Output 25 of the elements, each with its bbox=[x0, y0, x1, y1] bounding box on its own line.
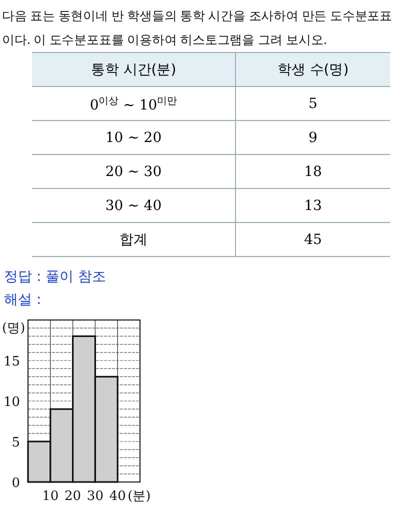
text: 30 ~ 40 bbox=[32, 188, 236, 222]
x-tick-label: 20 bbox=[64, 489, 82, 504]
text: 정답 : 풀이 참조 bbox=[4, 268, 106, 286]
text: 통학 시간(분) bbox=[32, 52, 236, 86]
y-tick-label: 15 bbox=[3, 354, 20, 370]
text: 18 bbox=[236, 154, 390, 188]
text: 13 bbox=[236, 188, 390, 222]
text: 10 ~ 20 bbox=[32, 120, 236, 154]
text: 9 bbox=[236, 120, 390, 154]
x-tick-label: 40 bbox=[109, 489, 126, 504]
text: 다음 표는 동현이네 반 학생들의 통학 시간을 조사하여 만든 도수분포표이다. 이 도수분포표를 이용하여 히스토그램을 그려 보시오. bbox=[2, 7, 393, 49]
text: 0$^{이상}$ ~ 10$^{미만}$ bbox=[32, 86, 236, 120]
x-tick-label: 30 bbox=[86, 489, 104, 504]
x-axis-title: (분) bbox=[128, 489, 151, 504]
text: 합계 bbox=[32, 222, 236, 256]
y-tick-label: 0 bbox=[12, 476, 20, 491]
text: 5 bbox=[236, 86, 390, 120]
text: 20 ~ 30 bbox=[32, 154, 236, 188]
y-axis-title: (명) bbox=[2, 321, 26, 336]
text: 학생 수(명) bbox=[236, 52, 390, 86]
text: 45 bbox=[236, 222, 390, 256]
y-tick-label: 10 bbox=[3, 395, 20, 410]
y-tick-label: 5 bbox=[12, 436, 20, 450]
x-tick-label: 10 bbox=[42, 489, 59, 504]
text: 해설 : bbox=[4, 291, 42, 309]
